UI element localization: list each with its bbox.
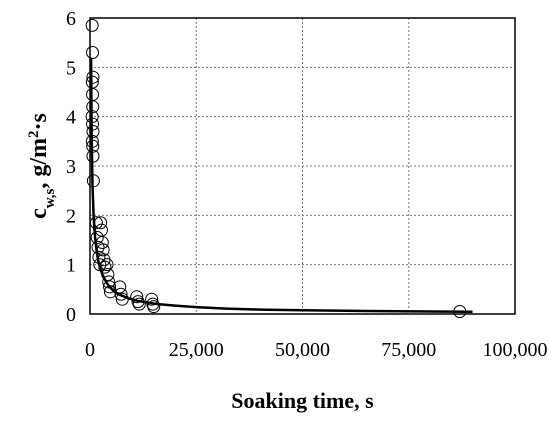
y-tick-label: 1 bbox=[66, 255, 76, 277]
fit-curve-layer bbox=[89, 57, 473, 314]
data-point bbox=[86, 100, 100, 114]
data-point bbox=[90, 231, 104, 245]
data-point bbox=[147, 300, 161, 314]
y-axis-title-superscript: 2 bbox=[26, 130, 42, 138]
data-point bbox=[103, 280, 117, 294]
data-point bbox=[102, 275, 116, 289]
data-point bbox=[131, 295, 145, 309]
data-point bbox=[86, 149, 100, 163]
fit-curve bbox=[89, 57, 473, 314]
data-point bbox=[113, 280, 127, 294]
data-point bbox=[85, 134, 99, 148]
x-tick-label: 75,000 bbox=[381, 339, 436, 361]
data-points-layer bbox=[85, 18, 467, 319]
x-tick-labels: 0 25,000 50,000 75,000 100,000 bbox=[85, 339, 548, 361]
y-tick-label: 2 bbox=[66, 205, 76, 227]
data-point bbox=[86, 174, 100, 188]
data-point bbox=[94, 216, 108, 230]
x-tick-label: 0 bbox=[85, 339, 95, 361]
x-tick-label: 25,000 bbox=[169, 339, 224, 361]
data-point bbox=[114, 287, 128, 301]
x-tick-label: 50,000 bbox=[275, 339, 330, 361]
data-point bbox=[85, 18, 99, 32]
y-tick-label: 0 bbox=[66, 304, 76, 326]
data-point bbox=[453, 305, 467, 319]
data-point bbox=[101, 268, 115, 282]
data-point bbox=[100, 258, 114, 272]
y-tick-label: 6 bbox=[66, 8, 76, 30]
x-axis-title: Soaking time, s bbox=[231, 388, 374, 413]
data-point bbox=[132, 297, 146, 311]
data-point bbox=[86, 124, 100, 138]
data-point bbox=[86, 117, 100, 131]
data-point bbox=[86, 46, 100, 60]
y-axis-title: cw,s, g/m2·s bbox=[26, 113, 58, 219]
x-tick-label: 100,000 bbox=[483, 339, 548, 361]
y-axis-title-subscript: w,s bbox=[42, 188, 58, 208]
data-point bbox=[85, 110, 99, 124]
data-point bbox=[115, 292, 129, 306]
y-axis-title-unit-suffix: ·s bbox=[26, 113, 52, 130]
y-tick-label: 5 bbox=[66, 57, 76, 79]
y-tick-labels: 0 1 2 3 4 5 6 bbox=[66, 8, 76, 326]
data-point bbox=[86, 70, 100, 84]
data-point bbox=[145, 292, 159, 306]
grid-lines bbox=[90, 18, 515, 314]
data-point bbox=[96, 243, 110, 257]
y-tick-label: 4 bbox=[66, 107, 76, 129]
y-axis-title-unit: , g/m bbox=[26, 138, 52, 189]
data-point bbox=[95, 235, 109, 249]
y-axis-title-main: c bbox=[26, 208, 52, 219]
data-point bbox=[86, 139, 100, 153]
data-point bbox=[98, 260, 112, 274]
y-tick-label: 3 bbox=[66, 156, 76, 178]
data-point bbox=[130, 290, 144, 304]
plot-frame bbox=[89, 17, 516, 315]
